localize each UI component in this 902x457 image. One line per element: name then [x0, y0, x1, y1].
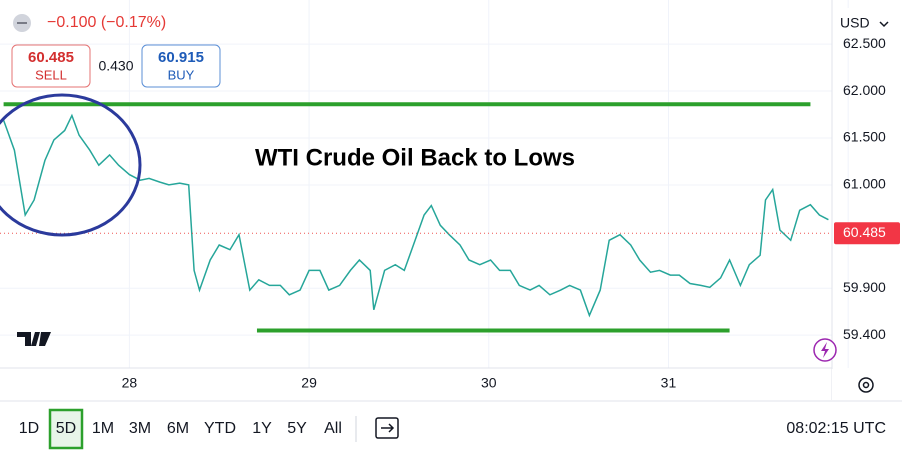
currency-chevron [879, 21, 889, 28]
buy-price: 60.915 [158, 49, 204, 66]
sell-label: SELL [35, 67, 67, 82]
lightning-icon [821, 342, 829, 358]
range-button[interactable]: 1Y [252, 420, 272, 437]
y-tick-label: 59.900 [843, 279, 886, 295]
logo [17, 332, 51, 346]
range-button[interactable]: 6M [167, 420, 189, 437]
last-price-tag [834, 222, 900, 245]
x-tick-label: 31 [661, 375, 677, 391]
date-range-icon [381, 423, 395, 433]
range-selected [48, 408, 84, 450]
highlight-ellipse [0, 93, 142, 237]
axis-mask [832, 369, 902, 400]
buy-button[interactable] [141, 44, 221, 88]
range-button[interactable]: 5Y [287, 420, 307, 437]
y-tick-label: 62.000 [843, 82, 886, 98]
last-price-label: 60.485 [843, 224, 886, 240]
settings-icon [862, 381, 870, 389]
x-tick-label: 30 [481, 375, 497, 391]
x-tick-label: 29 [301, 375, 317, 391]
range-button[interactable]: 1D [19, 420, 39, 437]
price-axis: 62.500 62.000 61.500 61.000 59.900 59.400 60.4… [834, 35, 900, 342]
price-change: −0.100 (−0.17%) [47, 14, 166, 31]
buy-label: BUY [168, 67, 195, 82]
toolbar: 1D 5D 1M 3M 6M YTD 1Y 5Y All [19, 408, 342, 450]
range-button[interactable]: 3M [129, 420, 151, 437]
range-button[interactable]: 5D [56, 420, 76, 437]
settings-button[interactable] [858, 377, 874, 393]
y-tick-label: 59.400 [843, 326, 886, 342]
range-button[interactable]: YTD [204, 420, 236, 437]
clock: 08:02:15 UTC [786, 420, 886, 437]
date-range-button[interactable] [375, 417, 399, 439]
plot-area [0, 0, 849, 368]
y-tick-label: 62.500 [843, 35, 886, 51]
sell-price: 60.485 [28, 49, 74, 66]
range-button[interactable]: 1M [92, 420, 114, 437]
price-line [2, 113, 829, 318]
x-tick-label: 28 [122, 375, 138, 391]
spread: 0.430 [98, 58, 133, 74]
sell-button[interactable] [11, 44, 91, 88]
chart-title: WTI Crude Oil Back to Lows [255, 144, 575, 171]
currency-selector[interactable]: USD [840, 15, 870, 31]
range-button[interactable]: All [324, 420, 342, 437]
y-tick-label: 61.000 [843, 176, 886, 192]
collapse-icon [17, 22, 27, 24]
y-tick-label: 61.500 [843, 129, 886, 145]
